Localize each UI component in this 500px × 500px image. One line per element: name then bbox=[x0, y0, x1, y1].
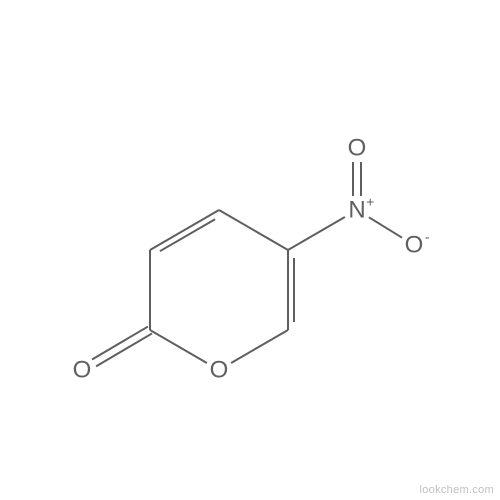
watermark-text: lookchem.com bbox=[419, 484, 494, 496]
molecule-svg: OON+OO- bbox=[0, 0, 500, 500]
atom-label: O bbox=[348, 135, 367, 162]
atom-label: O bbox=[405, 232, 424, 259]
atom-charge: - bbox=[425, 229, 430, 245]
atom-label: O bbox=[73, 357, 92, 384]
molecule-canvas: OON+OO- lookchem.com bbox=[0, 0, 500, 500]
atom-label: N bbox=[348, 197, 365, 224]
atom-label: O bbox=[210, 357, 229, 384]
atom-charge: + bbox=[366, 194, 374, 210]
